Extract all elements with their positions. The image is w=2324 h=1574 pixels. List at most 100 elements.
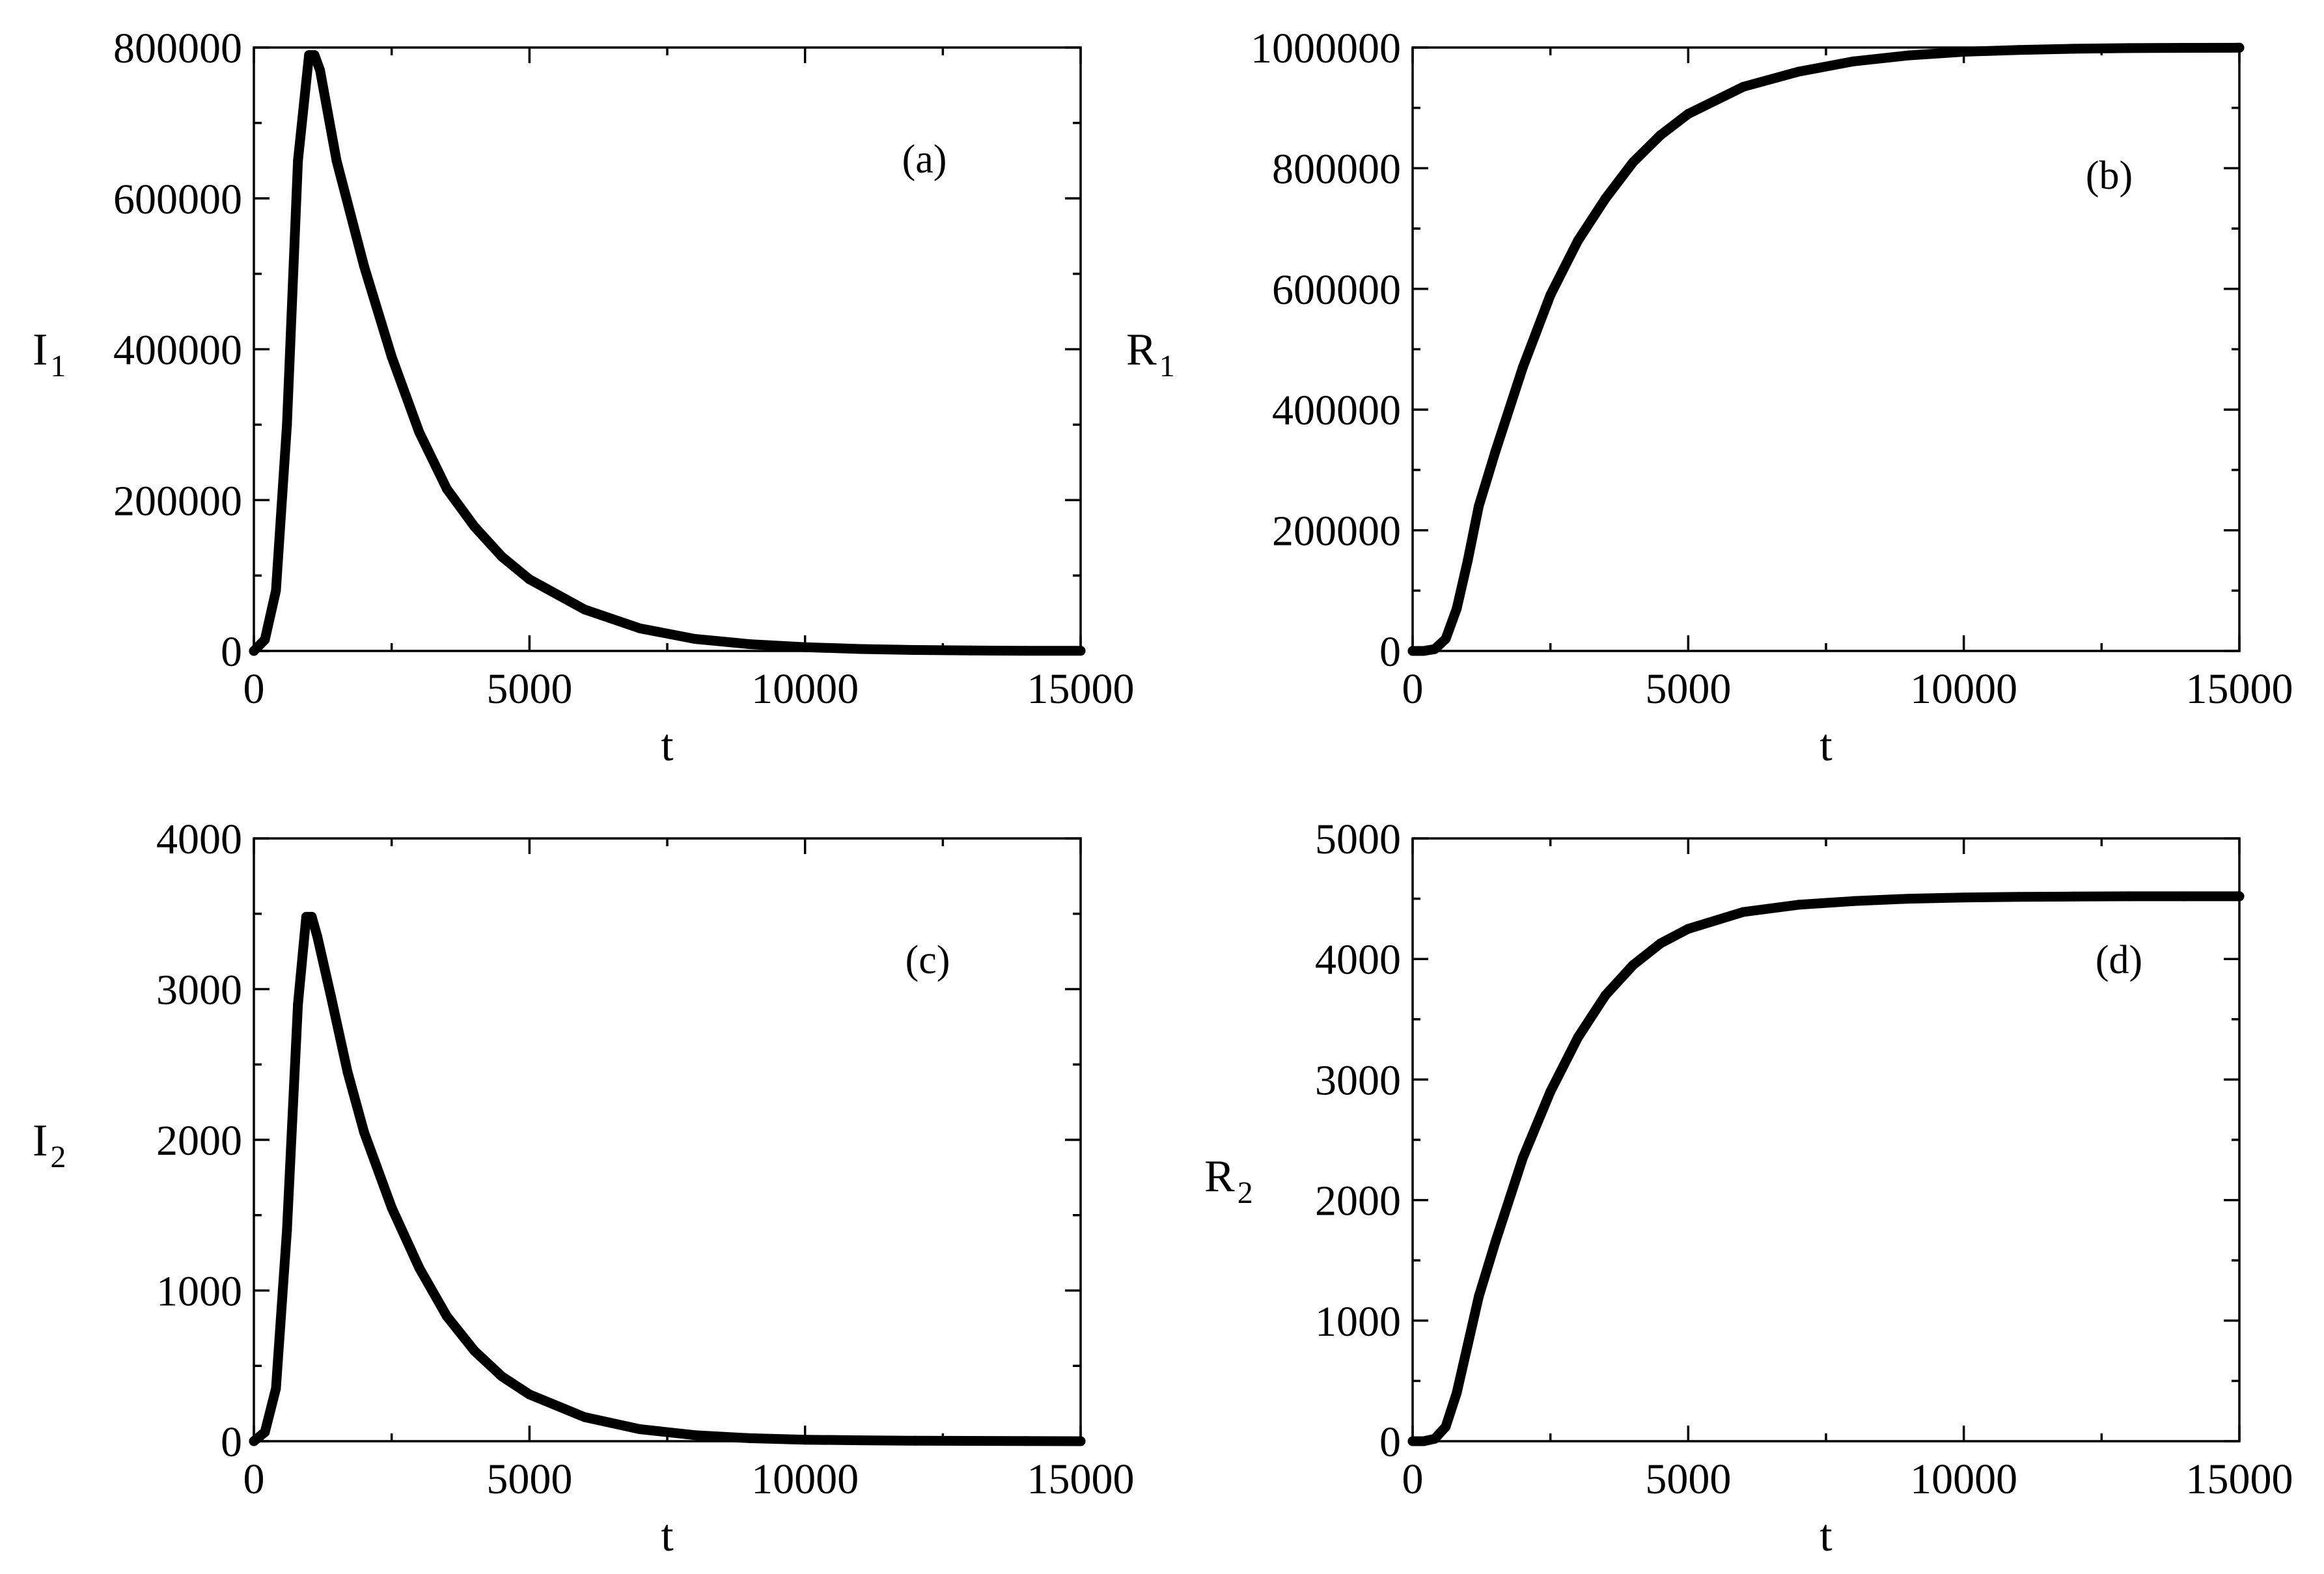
x-axis-title: t bbox=[661, 721, 674, 771]
data-point bbox=[307, 911, 317, 922]
data-point bbox=[524, 1389, 534, 1400]
data-point bbox=[2013, 45, 2024, 55]
series-line bbox=[249, 50, 1086, 656]
x-tick-label: 10000 bbox=[1910, 665, 2017, 713]
data-point bbox=[1463, 1340, 1473, 1350]
data-point bbox=[1793, 900, 1804, 910]
chart-panel-3: 0 5000 10000 15000 0 1000 2000 3000 4000 t I2 (c) bbox=[33, 816, 1135, 1561]
data-point bbox=[745, 1433, 755, 1443]
y-tick-label: 5000 bbox=[1315, 816, 1401, 863]
x-tick-label: 5000 bbox=[486, 1456, 572, 1503]
y-tick-label: 3000 bbox=[156, 967, 242, 1014]
data-point bbox=[271, 585, 281, 596]
data-point bbox=[910, 1435, 920, 1446]
data-point bbox=[387, 1202, 397, 1213]
data-point bbox=[855, 1435, 865, 1446]
data-point bbox=[1848, 896, 1859, 906]
chart-panel-2: 0 5000 10000 15000 0 200000 400000 600000 800000… bbox=[1126, 25, 2293, 771]
series-line bbox=[1407, 42, 2245, 656]
data-point bbox=[579, 604, 590, 614]
data-point bbox=[309, 50, 320, 61]
data-point bbox=[260, 635, 270, 645]
data-point bbox=[1628, 960, 1639, 970]
data-point bbox=[1407, 646, 1418, 656]
data-point bbox=[469, 1346, 480, 1356]
y-tick-label: 1000 bbox=[156, 1268, 242, 1316]
data-point bbox=[1075, 1436, 1086, 1446]
data-point bbox=[249, 1436, 259, 1446]
data-point bbox=[689, 1430, 700, 1441]
data-point bbox=[249, 646, 259, 656]
data-point bbox=[635, 1424, 645, 1434]
data-point bbox=[331, 156, 342, 166]
data-point bbox=[260, 1427, 270, 1437]
x-tick-label: 5000 bbox=[1645, 1456, 1731, 1503]
plot-frame bbox=[253, 46, 1082, 652]
y-axis-title-main: R bbox=[1204, 1152, 1235, 1202]
plot-frame bbox=[1411, 46, 2241, 652]
y-tick-label: 200000 bbox=[1272, 508, 1401, 555]
data-point bbox=[387, 352, 397, 362]
data-point bbox=[1452, 1388, 1462, 1398]
data-point bbox=[1600, 193, 1611, 204]
y-tick-label: 200000 bbox=[113, 477, 242, 525]
data-point bbox=[855, 644, 865, 654]
x-axis-title: t bbox=[661, 1511, 674, 1561]
data-point bbox=[1903, 50, 1914, 61]
data-point bbox=[441, 484, 452, 494]
data-point bbox=[2179, 43, 2189, 53]
data-point bbox=[800, 642, 810, 652]
y-axis-title-main: I bbox=[33, 1116, 48, 1166]
y-tick-label: 4000 bbox=[1315, 936, 1401, 984]
y-axis-title-subscript: 2 bbox=[50, 1140, 66, 1174]
data-point bbox=[497, 551, 507, 562]
data-point bbox=[800, 1435, 810, 1445]
data-point bbox=[2234, 42, 2245, 53]
y-tick-label: 600000 bbox=[113, 176, 242, 223]
chart-panel-4: 0 5000 10000 15000 0 1000 2000 3000 4000 5000 t R2 (… bbox=[1204, 816, 2293, 1561]
x-tick-label: 15000 bbox=[2186, 665, 2293, 713]
data-point bbox=[2069, 44, 2079, 54]
y-tick-label: 1000 bbox=[1315, 1298, 1401, 1346]
x-tick-label: 0 bbox=[243, 1456, 265, 1503]
y-axis-title-subscript: 1 bbox=[1159, 349, 1175, 383]
data-point bbox=[359, 1127, 369, 1137]
y-tick-label: 600000 bbox=[1272, 266, 1401, 314]
data-point bbox=[1474, 501, 1484, 511]
x-axis-title: t bbox=[1819, 721, 1833, 771]
data-point bbox=[312, 932, 322, 941]
x-tick-label: 5000 bbox=[486, 665, 572, 713]
panel-label: (b) bbox=[2086, 154, 2133, 198]
data-point bbox=[1738, 907, 1749, 917]
data-point bbox=[342, 1067, 353, 1077]
data-point bbox=[1441, 1422, 1451, 1432]
x-tick-label: 0 bbox=[1402, 665, 1424, 713]
data-point bbox=[1683, 109, 1693, 119]
y-axis-title-main: I bbox=[33, 325, 48, 375]
data-point bbox=[1545, 290, 1556, 300]
data-point bbox=[1517, 1153, 1528, 1163]
data-point bbox=[2124, 43, 2135, 53]
data-point bbox=[635, 623, 645, 633]
x-tick-label: 10000 bbox=[751, 1456, 859, 1503]
data-point bbox=[1573, 236, 1583, 246]
panel-label: (c) bbox=[906, 938, 950, 982]
x-tick-label: 15000 bbox=[2186, 1456, 2293, 1503]
y-axis-title-main: R bbox=[1126, 325, 1157, 375]
data-point bbox=[1430, 644, 1440, 654]
data-point bbox=[414, 1263, 424, 1273]
x-tick-label: 0 bbox=[1402, 1456, 1424, 1503]
data-point bbox=[1793, 66, 1804, 77]
data-point bbox=[282, 1225, 292, 1236]
x-tick-label: 15000 bbox=[1027, 665, 1135, 713]
data-point bbox=[524, 574, 534, 585]
data-point bbox=[689, 634, 700, 644]
data-point bbox=[1517, 362, 1528, 372]
y-tick-label: 800000 bbox=[113, 25, 242, 72]
y-axis-title: I1 bbox=[33, 325, 66, 383]
data-point bbox=[1020, 646, 1031, 656]
y-tick-label: 0 bbox=[221, 628, 242, 676]
data-point bbox=[271, 1383, 281, 1394]
data-point bbox=[1474, 1291, 1484, 1302]
data-point bbox=[315, 65, 325, 76]
